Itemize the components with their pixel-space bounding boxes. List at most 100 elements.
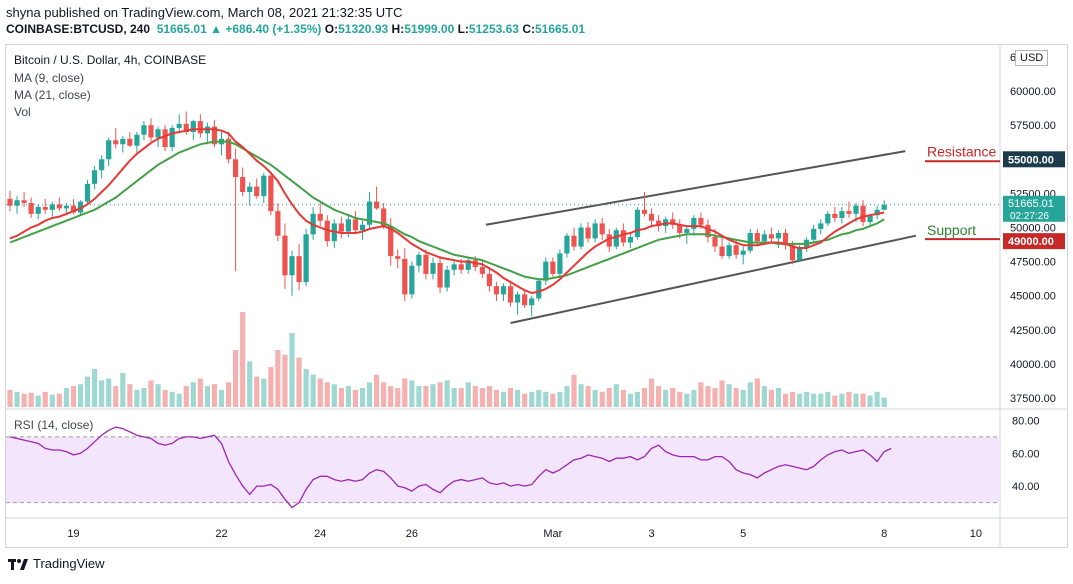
volume-bar <box>338 388 344 407</box>
volume-bar <box>28 392 34 407</box>
volume-bar <box>451 388 457 407</box>
candle-body <box>183 123 189 133</box>
last-price-tag <box>1003 195 1065 222</box>
candle-body <box>56 204 62 209</box>
volume-bar <box>345 386 351 407</box>
legend-ma21: MA (21, close) <box>14 88 91 102</box>
volume-bar <box>261 378 267 407</box>
volume-bar <box>458 388 464 407</box>
volume-bar <box>761 386 767 407</box>
publish-info: shyna published on TradingView.com, Marc… <box>6 5 403 20</box>
volume-bar <box>493 389 500 407</box>
low-value: 51253.63 <box>468 22 519 36</box>
candle-body <box>437 262 443 288</box>
close-label: C: <box>522 22 535 36</box>
candle-body <box>113 140 119 145</box>
resistance-label: Resistance <box>927 143 996 159</box>
candle-body <box>768 234 774 239</box>
candle-body <box>430 262 436 274</box>
volume-bar <box>754 378 760 407</box>
volume-bar <box>176 393 182 407</box>
volume-bar <box>430 384 436 407</box>
candle-body <box>775 232 782 239</box>
last-price: 51665.01 <box>156 22 207 36</box>
volume-bar <box>592 389 598 407</box>
candle-body <box>656 220 662 227</box>
time-tick-label: Mar <box>543 528 562 540</box>
rsi-line <box>9 426 892 509</box>
candle-body <box>839 211 845 218</box>
volume-bar <box>606 388 612 407</box>
channel-upper-line <box>485 150 906 226</box>
volume-bar <box>768 389 774 407</box>
footer-brand: TradingView <box>33 556 105 571</box>
candle-body <box>402 258 408 295</box>
candle-body <box>705 224 711 238</box>
volume-bar <box>127 384 133 407</box>
candle-body <box>14 200 20 206</box>
candle-body <box>479 267 485 274</box>
volume-bar <box>141 388 147 407</box>
price-tick-label: 57500.00 <box>1010 120 1056 132</box>
candle-body <box>486 273 492 287</box>
legend-rsi: RSI (14, close) <box>14 418 94 432</box>
tradingview-logo-icon <box>8 557 28 571</box>
candle-body <box>712 237 718 247</box>
volume-bar <box>366 382 373 407</box>
countdown-label: 02:27:26 <box>1010 211 1049 222</box>
price-tick-label: 60000.00 <box>1010 86 1056 98</box>
volume-bar <box>106 378 112 407</box>
volume-bar <box>550 393 556 407</box>
currency-button[interactable]: USD <box>1015 50 1049 66</box>
volume-bar <box>536 389 542 407</box>
volume-bar <box>197 378 203 407</box>
volume-bar <box>268 367 274 407</box>
volume-bar <box>515 389 521 407</box>
volume-bar <box>416 386 422 407</box>
volume-bar <box>409 380 415 407</box>
volume-bar <box>113 386 119 407</box>
volume-bar <box>21 393 27 407</box>
volume-bar <box>310 374 316 407</box>
ma21-line <box>9 140 885 281</box>
candle-body <box>120 138 126 145</box>
volume-bar <box>620 389 626 407</box>
volume-bar <box>712 388 718 407</box>
candle-body <box>578 227 584 247</box>
channel-lower-line <box>510 234 917 324</box>
candle-body <box>162 129 168 148</box>
rsi-tick-label: 60.00 <box>1012 448 1040 460</box>
volume-bar <box>465 382 471 407</box>
candle-body <box>366 201 373 225</box>
candle-body <box>620 230 626 243</box>
candle-body <box>92 170 98 184</box>
volume-bar <box>289 332 295 407</box>
volume-bar <box>324 382 330 407</box>
candle-body <box>719 246 725 257</box>
volume-bar <box>282 354 288 407</box>
up-triangle-icon: ▲ <box>210 22 222 36</box>
resistance-tag <box>1003 151 1065 168</box>
volume-bar <box>247 361 253 407</box>
support-label: Support <box>927 222 976 238</box>
candle-body <box>789 245 796 261</box>
candle-body <box>169 127 175 148</box>
volume-bar <box>726 384 732 407</box>
volume-bar <box>648 378 655 407</box>
volume-bar <box>56 393 62 407</box>
price-change: +686.40 (+1.35%) <box>225 22 322 36</box>
footer[interactable]: TradingView <box>8 556 105 571</box>
candle-body <box>500 286 507 295</box>
ohlc-line: COINBASE:BTCUSD, 240 51665.01 ▲ +686.40 … <box>6 22 585 36</box>
candle-body <box>155 129 161 138</box>
close-value: 51665.01 <box>535 22 586 36</box>
volume-bar <box>77 384 84 407</box>
candle-body <box>691 217 697 229</box>
volume-bar <box>818 393 824 407</box>
volume-bar <box>42 391 48 407</box>
volume-bar <box>225 382 232 407</box>
candle-body <box>599 223 605 235</box>
volume-bar <box>395 388 401 407</box>
open-value: 51320.93 <box>338 22 389 36</box>
